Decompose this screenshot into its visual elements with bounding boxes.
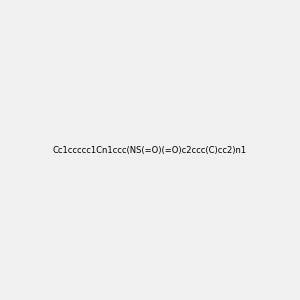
Text: Cc1ccccc1Cn1ccc(NS(=O)(=O)c2ccc(C)cc2)n1: Cc1ccccc1Cn1ccc(NS(=O)(=O)c2ccc(C)cc2)n1 <box>53 146 247 154</box>
